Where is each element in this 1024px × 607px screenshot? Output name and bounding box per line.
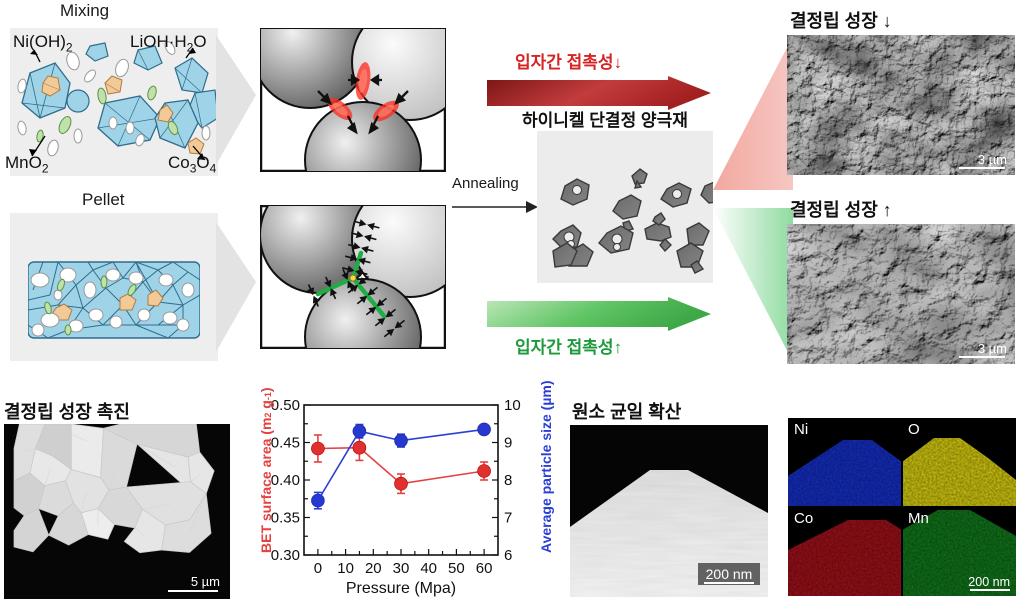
svg-text:30: 30: [393, 560, 410, 577]
svg-text:Co: Co: [794, 510, 813, 527]
svg-text:Mn: Mn: [908, 510, 929, 527]
svg-text:7: 7: [504, 510, 512, 527]
svg-text:6: 6: [504, 547, 512, 564]
svg-text:200 nm: 200 nm: [968, 575, 1010, 589]
svg-text:0.50: 0.50: [271, 397, 300, 414]
svg-text:Pressure (Mpa): Pressure (Mpa): [346, 580, 456, 597]
svg-text:200 nm: 200 nm: [706, 566, 753, 582]
svg-text:10: 10: [504, 397, 521, 414]
svg-text:0: 0: [314, 560, 322, 577]
svg-text:40: 40: [420, 560, 437, 577]
svg-text:50: 50: [448, 560, 465, 577]
svg-text:O: O: [908, 421, 920, 438]
svg-text:9: 9: [504, 435, 512, 452]
svg-text:Ni: Ni: [794, 421, 808, 438]
svg-text:20: 20: [365, 560, 382, 577]
svg-text:60: 60: [476, 560, 493, 577]
svg-text:8: 8: [504, 472, 512, 489]
svg-text:10: 10: [337, 560, 354, 577]
